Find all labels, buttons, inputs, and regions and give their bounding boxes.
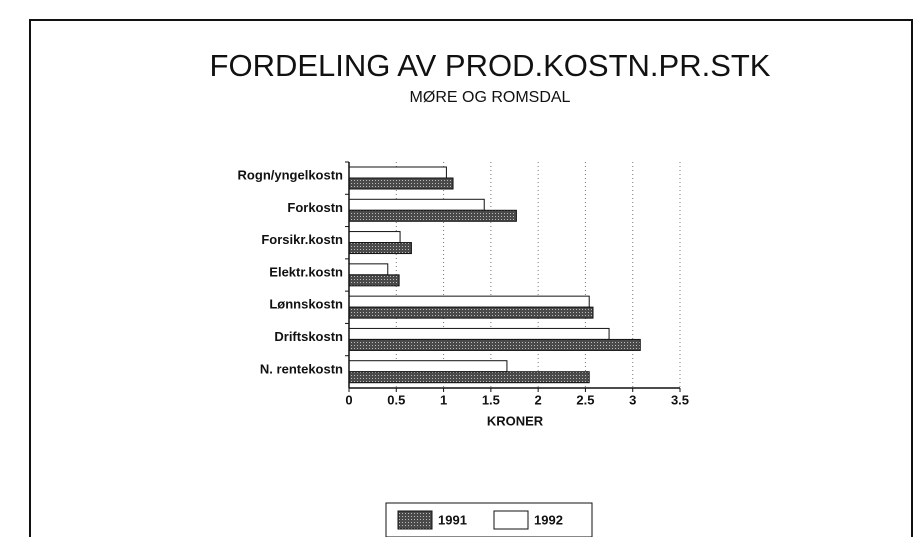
frame	[29, 19, 913, 537]
bar	[348, 209, 517, 222]
x-tick-label: 0.5	[387, 392, 405, 407]
bar	[348, 198, 485, 211]
y-tick-label: Forsikr.kostn	[261, 232, 343, 247]
chart-title: FORDELING AV PROD.KOSTN.PR.STK	[210, 48, 771, 83]
bar	[348, 177, 454, 190]
x-tick-label: 1.5	[482, 392, 500, 407]
bar	[348, 231, 401, 244]
x-axis-label: KRONER	[487, 413, 544, 428]
bar	[348, 295, 590, 308]
bar	[348, 242, 412, 255]
x-tick-label: 3	[629, 392, 636, 407]
legend-swatch	[397, 510, 433, 530]
legend-label: 1992	[534, 512, 563, 527]
y-tick-label: Driftskostn	[274, 329, 343, 344]
y-tick-label: Rogn/yngelkostn	[238, 168, 344, 183]
y-tick-label: Lønnskostn	[269, 297, 343, 312]
bar	[348, 338, 641, 351]
legend-box	[385, 502, 593, 537]
x-tick-label: 2.5	[576, 392, 594, 407]
legend-swatch	[493, 510, 529, 530]
bar	[348, 360, 508, 373]
y-tick-label: N. rentekostn	[260, 361, 343, 376]
bar	[348, 306, 594, 319]
legend-label: 1991	[438, 512, 467, 527]
chart-subtitle: MØRE OG ROMSDAL	[410, 89, 571, 106]
x-tick-label: 2	[535, 392, 542, 407]
bar	[348, 166, 447, 179]
bar	[348, 274, 400, 287]
y-tick-label: Elektr.kostn	[269, 264, 343, 279]
bar	[348, 371, 590, 384]
x-tick-label: 3.5	[671, 392, 689, 407]
bar	[348, 263, 389, 276]
x-tick-label: 0	[345, 392, 352, 407]
y-tick-label: Forkostn	[287, 200, 343, 215]
x-tick-label: 1	[440, 392, 447, 407]
bar	[348, 327, 610, 340]
